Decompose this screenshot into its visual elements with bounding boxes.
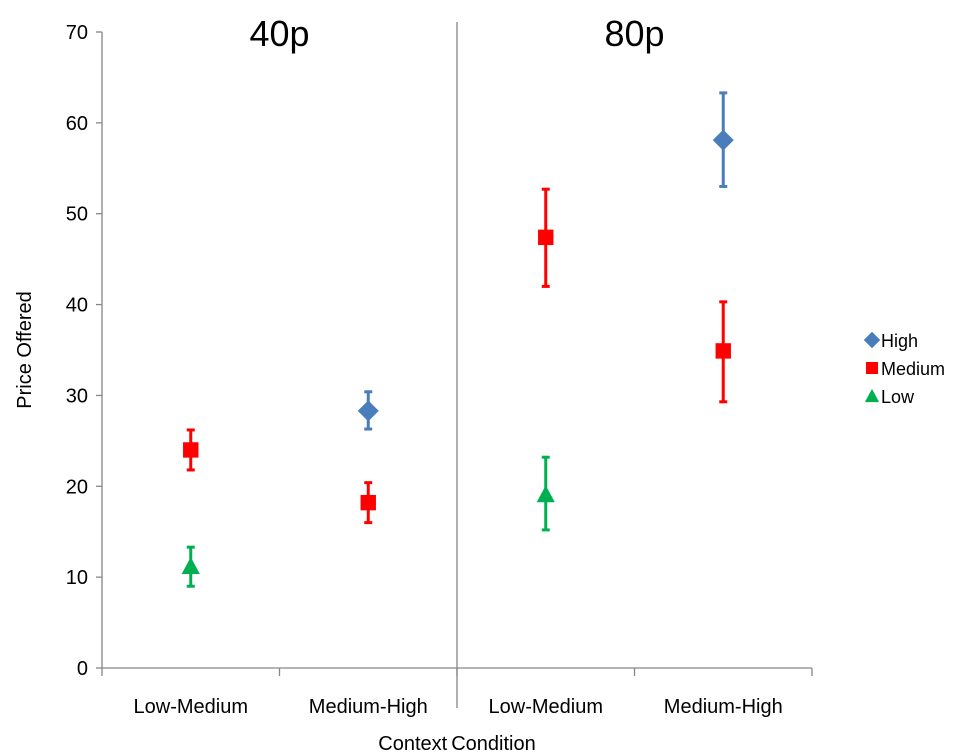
y-tick-label: 10 (66, 567, 88, 589)
legend: High Medium Low (863, 331, 945, 407)
x-category-label: Low-Medium (489, 696, 603, 718)
legend-marker-low (864, 388, 880, 403)
data-point-high (357, 400, 379, 422)
x-axis-title-part: Condition (451, 733, 536, 754)
y-tick-label: 70 (66, 22, 88, 44)
y-tick-label: 0 (77, 658, 88, 680)
series-low (181, 455, 555, 588)
chart-marks (181, 91, 734, 588)
x-category-label: Medium-High (664, 696, 783, 718)
x-category-label: Low-Medium (134, 696, 248, 718)
data-point-medium (715, 343, 731, 359)
x-axis-title: Context Condition (378, 733, 535, 754)
data-point-low (536, 485, 555, 503)
y-tick-label: 30 (66, 385, 88, 407)
data-point-medium (360, 494, 376, 511)
legend-marker-medium (865, 361, 879, 375)
legend-label: Low (881, 387, 915, 407)
y-tick-label: 20 (66, 476, 88, 498)
panel-title: 40p (249, 13, 309, 54)
y-tick-label: 40 (66, 295, 88, 317)
legend-label: Medium (881, 359, 945, 379)
series-medium (183, 187, 731, 525)
legend-marker-high (863, 331, 881, 349)
y-axis-title: Price Offered (14, 291, 36, 408)
data-point-high (712, 129, 734, 151)
y-tick-label: 60 (66, 113, 88, 135)
x-category-label: Medium-High (309, 696, 428, 718)
data-point-low (181, 557, 200, 574)
data-point-medium (538, 229, 554, 246)
series-high (357, 91, 734, 431)
data-point-medium (183, 442, 199, 458)
axes: 0 10 20 30 40 50 60 70 Low-Medium Medium-High 40p L… (14, 13, 813, 754)
legend-label: High (881, 331, 918, 351)
x-axis-title-part: Context (378, 733, 447, 754)
panel-title: 80p (604, 13, 664, 54)
y-tick-label: 50 (66, 204, 88, 226)
